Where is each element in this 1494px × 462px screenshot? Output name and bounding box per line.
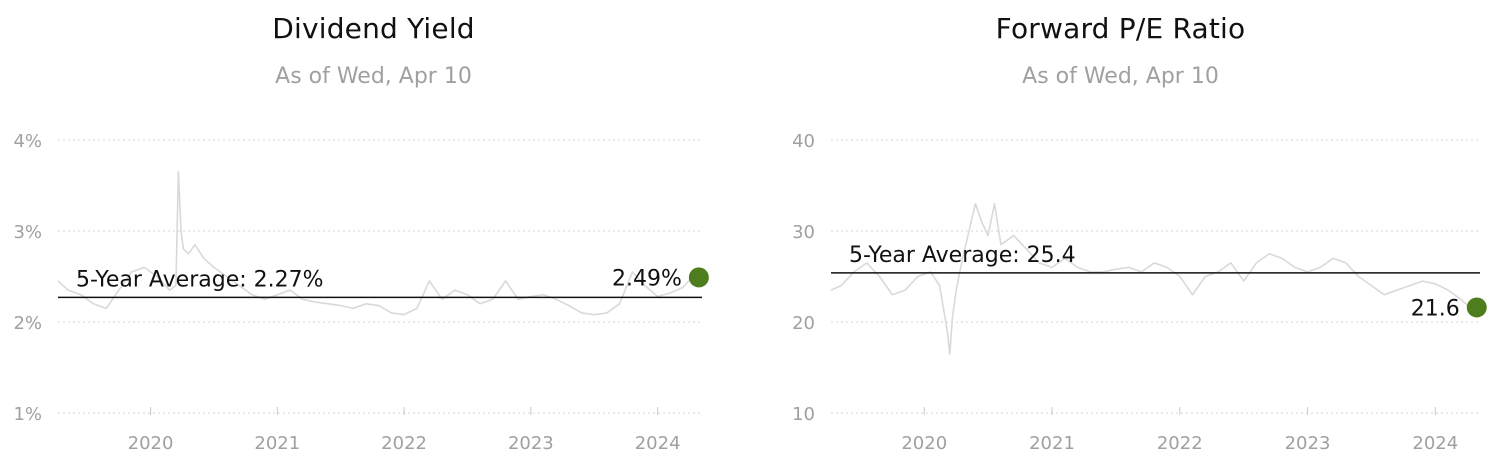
latest-point: [688, 267, 709, 288]
chart-subtitle: As of Wed, Apr 10: [275, 64, 472, 89]
latest-value-label: 21.6: [1411, 296, 1460, 321]
series-line: [57, 171, 693, 316]
x-tick-label: 2024: [635, 433, 681, 454]
y-tick-label: 3%: [13, 222, 42, 243]
y-tick-label: 10: [792, 404, 815, 425]
x-tick-label: 2020: [901, 433, 947, 454]
x-tick-label: 2024: [1412, 433, 1458, 454]
y-tick-label: 20: [792, 313, 815, 334]
series-line: [830, 202, 1471, 355]
y-tick-label: 30: [792, 222, 815, 243]
forward-pe-chart: 10 20 30 40 2020 2021 2022 2023 2024 5-Year Avera…: [792, 131, 1487, 454]
average-label: 5-Year Average: 25.4: [849, 243, 1076, 268]
average-label: 5-Year Average: 2.27%: [76, 267, 324, 292]
x-tick-label: 2020: [128, 433, 174, 454]
dividend-yield-chart: 1% 2% 3% 4% 2020 2021 2022 2023 2024 5-Year Avera…: [13, 131, 709, 454]
forward-pe-panel: Forward P/E Ratio As of Wed, Apr 10 10 20…: [747, 0, 1494, 462]
chart-title: Forward P/E Ratio: [995, 12, 1246, 45]
x-tick-label: 2022: [381, 433, 427, 454]
latest-value-label: 2.49%: [612, 266, 682, 291]
y-tick-label: 40: [792, 131, 815, 152]
x-tick-label: 2021: [254, 433, 300, 454]
x-tick-label: 2021: [1029, 433, 1075, 454]
dividend-yield-panel: Dividend Yield As of Wed, Apr 10 1% 2% 3% 4…: [13, 12, 709, 454]
latest-point: [1466, 297, 1487, 318]
y-tick-label: 2%: [13, 313, 42, 334]
y-tick-label: 4%: [13, 131, 42, 152]
chart-subtitle: As of Wed, Apr 10: [1022, 64, 1219, 89]
x-tick-label: 2022: [1157, 433, 1203, 454]
x-tick-label: 2023: [508, 433, 554, 454]
y-tick-label: 1%: [13, 404, 42, 425]
x-tick-label: 2023: [1285, 433, 1331, 454]
chart-title: Dividend Yield: [272, 12, 475, 45]
